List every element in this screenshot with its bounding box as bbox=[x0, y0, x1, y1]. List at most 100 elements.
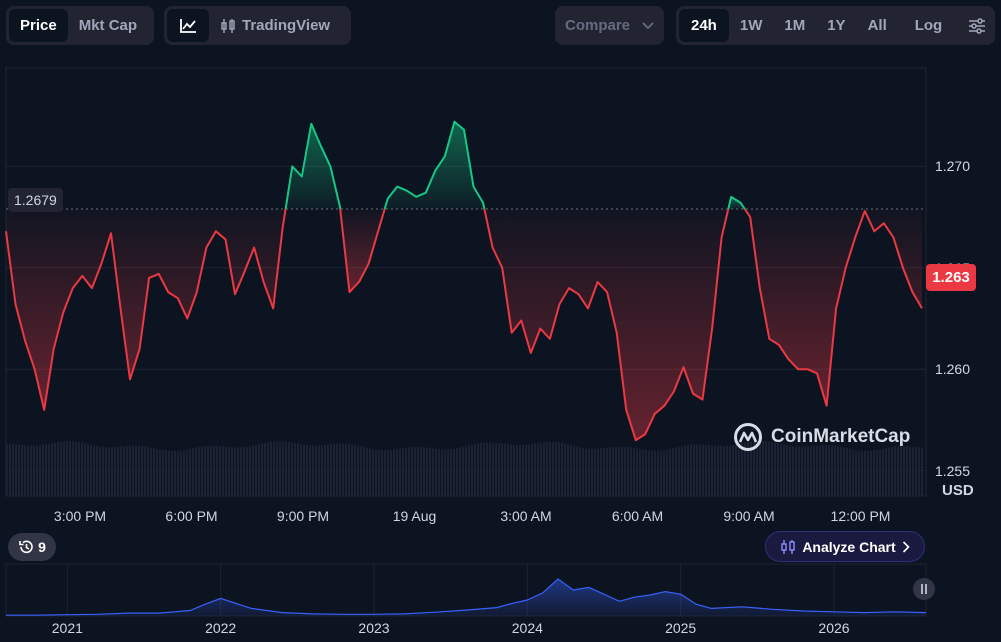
volume-bar bbox=[234, 447, 236, 496]
volume-bar bbox=[540, 442, 542, 496]
volume-bar bbox=[801, 446, 803, 496]
price-chart[interactable] bbox=[0, 0, 1001, 500]
volume-bar bbox=[231, 447, 233, 496]
volume-bar bbox=[804, 446, 806, 496]
range-24h[interactable]: 24h bbox=[679, 9, 729, 42]
volume-bar bbox=[195, 447, 197, 496]
volume-bar bbox=[375, 449, 377, 496]
navigator-chart[interactable] bbox=[0, 562, 1001, 642]
volume-bar bbox=[837, 446, 839, 496]
volume-bar bbox=[417, 446, 419, 496]
sliders-icon bbox=[968, 17, 986, 34]
volume-bar bbox=[162, 449, 164, 496]
navigator-handle[interactable] bbox=[913, 578, 935, 600]
settings-button[interactable] bbox=[959, 9, 995, 42]
volume-bar bbox=[57, 442, 59, 496]
volume-bar bbox=[507, 444, 509, 496]
volume-bar bbox=[144, 446, 146, 496]
volume-bar bbox=[903, 446, 905, 496]
volume-bar bbox=[87, 443, 89, 496]
volume-bar bbox=[39, 445, 41, 496]
mktcap-tab[interactable]: Mkt Cap bbox=[78, 17, 138, 34]
volume-bar bbox=[339, 443, 341, 496]
volume-bar bbox=[60, 441, 62, 496]
volume-bar bbox=[675, 447, 677, 496]
volume-bar bbox=[459, 447, 461, 496]
volume-bar bbox=[177, 450, 179, 496]
volume-bar bbox=[795, 446, 797, 496]
volume-bar bbox=[690, 444, 692, 496]
events-count: 9 bbox=[38, 539, 46, 555]
volume-bar bbox=[477, 443, 479, 496]
price-line-up bbox=[727, 195, 746, 210]
below-baseline-fill bbox=[6, 208, 286, 410]
volume-bar bbox=[888, 447, 890, 496]
volume-bar bbox=[303, 444, 305, 496]
volume-bar bbox=[246, 446, 248, 496]
volume-bar bbox=[378, 450, 380, 496]
current-price-tag: 1.263 bbox=[926, 264, 976, 291]
log-scale-button[interactable]: Log bbox=[914, 17, 943, 34]
volume-bar bbox=[792, 446, 794, 496]
volume-bar bbox=[114, 447, 116, 496]
line-chart-button[interactable] bbox=[167, 9, 209, 42]
volume-bar bbox=[780, 444, 782, 496]
volume-bar bbox=[69, 441, 71, 496]
volume-bar bbox=[897, 446, 899, 496]
volume-bar bbox=[522, 444, 524, 496]
volume-bar bbox=[420, 447, 422, 496]
navigator-area bbox=[6, 579, 926, 616]
navigator-year-label: 2025 bbox=[665, 620, 697, 636]
volume-bar bbox=[858, 450, 860, 496]
events-button[interactable]: 9 bbox=[8, 533, 56, 561]
volume-bar bbox=[426, 447, 428, 496]
volume-bar bbox=[474, 444, 476, 496]
navigator-year-label: 2023 bbox=[358, 620, 390, 636]
volume-bar bbox=[579, 447, 581, 496]
analyze-chart-button[interactable]: Analyze Chart bbox=[765, 531, 925, 562]
volume-bar bbox=[213, 445, 215, 496]
volume-bar bbox=[915, 447, 917, 496]
volume-bar bbox=[240, 447, 242, 496]
volume-bar bbox=[315, 445, 317, 496]
volume-bar bbox=[747, 442, 749, 496]
x-tick-label: 6:00 AM bbox=[611, 508, 664, 524]
volume-bar bbox=[210, 445, 212, 496]
volume-bar bbox=[411, 447, 413, 496]
volume-bar bbox=[720, 446, 722, 496]
volume-bar bbox=[612, 446, 614, 496]
price-tab[interactable]: Price bbox=[9, 9, 68, 42]
volume-bar bbox=[258, 444, 260, 496]
volume-bar bbox=[102, 446, 104, 496]
volume-bar bbox=[831, 445, 833, 496]
volume-bar bbox=[744, 442, 746, 496]
volume-bar bbox=[501, 443, 503, 496]
volume-bar bbox=[393, 449, 395, 496]
volume-bar bbox=[36, 445, 38, 496]
volume-bar bbox=[402, 448, 404, 496]
volume-bar bbox=[63, 441, 65, 496]
volume-bar bbox=[414, 446, 416, 496]
volume-bar bbox=[216, 445, 218, 496]
volume-bar bbox=[21, 445, 23, 496]
y-tick-label: 1.260 bbox=[934, 361, 970, 378]
volume-bar bbox=[75, 441, 77, 496]
volume-bar bbox=[867, 450, 869, 496]
navigator-frame bbox=[5, 563, 927, 617]
volume-bar bbox=[297, 443, 299, 496]
range-1w[interactable]: 1W bbox=[739, 17, 763, 34]
price-line-up bbox=[383, 120, 486, 210]
volume-bar bbox=[24, 445, 26, 496]
volume-bar bbox=[483, 442, 485, 496]
volume-bar bbox=[558, 442, 560, 496]
volume-bar bbox=[759, 441, 761, 496]
volume-bar bbox=[201, 446, 203, 496]
volume-bar bbox=[54, 442, 56, 496]
range-all[interactable]: All bbox=[867, 17, 887, 34]
volume-bar bbox=[228, 446, 230, 496]
compare-dropdown[interactable]: Compare bbox=[555, 6, 664, 45]
volume-bar bbox=[285, 441, 287, 496]
tradingview-button[interactable]: TradingView bbox=[209, 9, 341, 42]
range-1y[interactable]: 1Y bbox=[827, 17, 846, 34]
range-1m[interactable]: 1M bbox=[784, 17, 806, 34]
